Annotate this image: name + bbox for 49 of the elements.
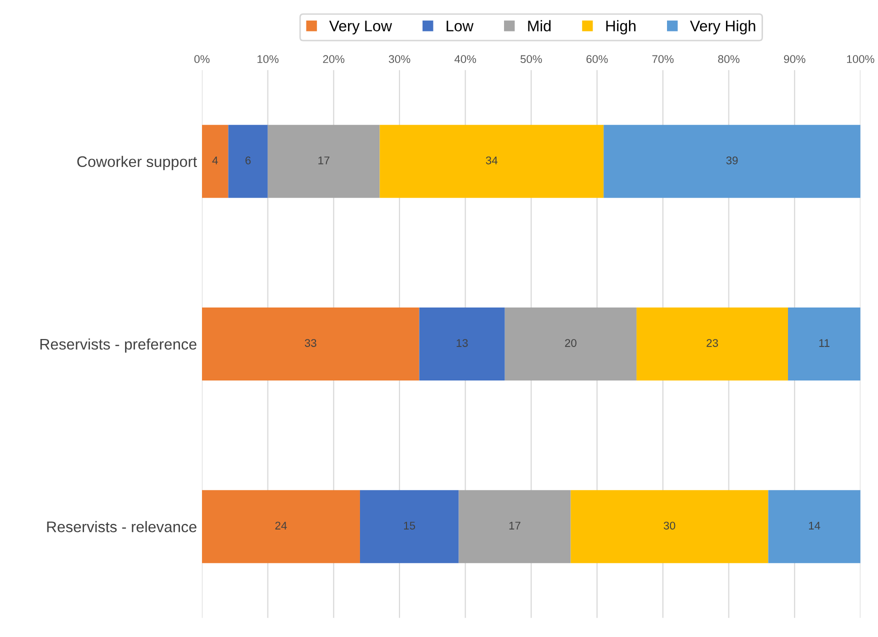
y-tick-label: Reservists - preference [40,338,196,353]
data-label: 24 [275,522,287,530]
x-tick-label: 60% [586,55,608,64]
data-label: 17 [509,522,520,530]
data-label: 30 [664,522,676,530]
legend-label: Very High [690,20,756,34]
bar [458,490,571,564]
data-label: 4 [212,156,218,164]
x-tick-label: 10% [258,55,279,64]
data-label: 14 [809,522,820,530]
data-label: 15 [404,522,416,530]
x-tick-label: 80% [718,55,740,64]
legend-label: Mid [528,20,551,32]
data-label: 13 [456,339,468,347]
y-tick-label: Reservists - relevance [47,521,196,532]
bar [570,490,768,564]
bar [202,124,228,198]
data-label: 20 [565,339,576,347]
data-label: 34 [486,156,498,164]
data-label: 33 [304,339,316,347]
bar [604,124,860,198]
x-tick-label: 0% [194,55,210,64]
bar [228,124,268,198]
bar [419,307,505,380]
bar [268,124,380,198]
legend-label: Low [446,20,474,32]
y-tick-label: Coworker support [77,156,197,170]
x-tick-label: 100% [847,55,874,64]
bar [788,307,860,380]
legend-label: High [606,20,636,34]
bar [380,124,604,198]
bar [768,490,860,564]
bar [202,490,360,564]
x-tick-label: 90% [784,55,806,64]
data-label: 23 [706,339,718,347]
data-label: 6 [246,156,251,164]
bar [202,307,420,380]
data-label: 39 [726,156,738,164]
bar [504,307,637,380]
x-tick-label: 70% [652,55,674,64]
bar [360,490,459,564]
x-tick-label: 20% [323,55,344,64]
x-tick-label: 40% [454,55,476,64]
x-tick-label: 30% [388,55,410,64]
bar [636,307,788,380]
data-label: 17 [318,156,330,164]
legend-label: Very Low [329,20,392,34]
x-tick-label: 50% [520,55,542,64]
data-label: 11 [819,339,830,347]
